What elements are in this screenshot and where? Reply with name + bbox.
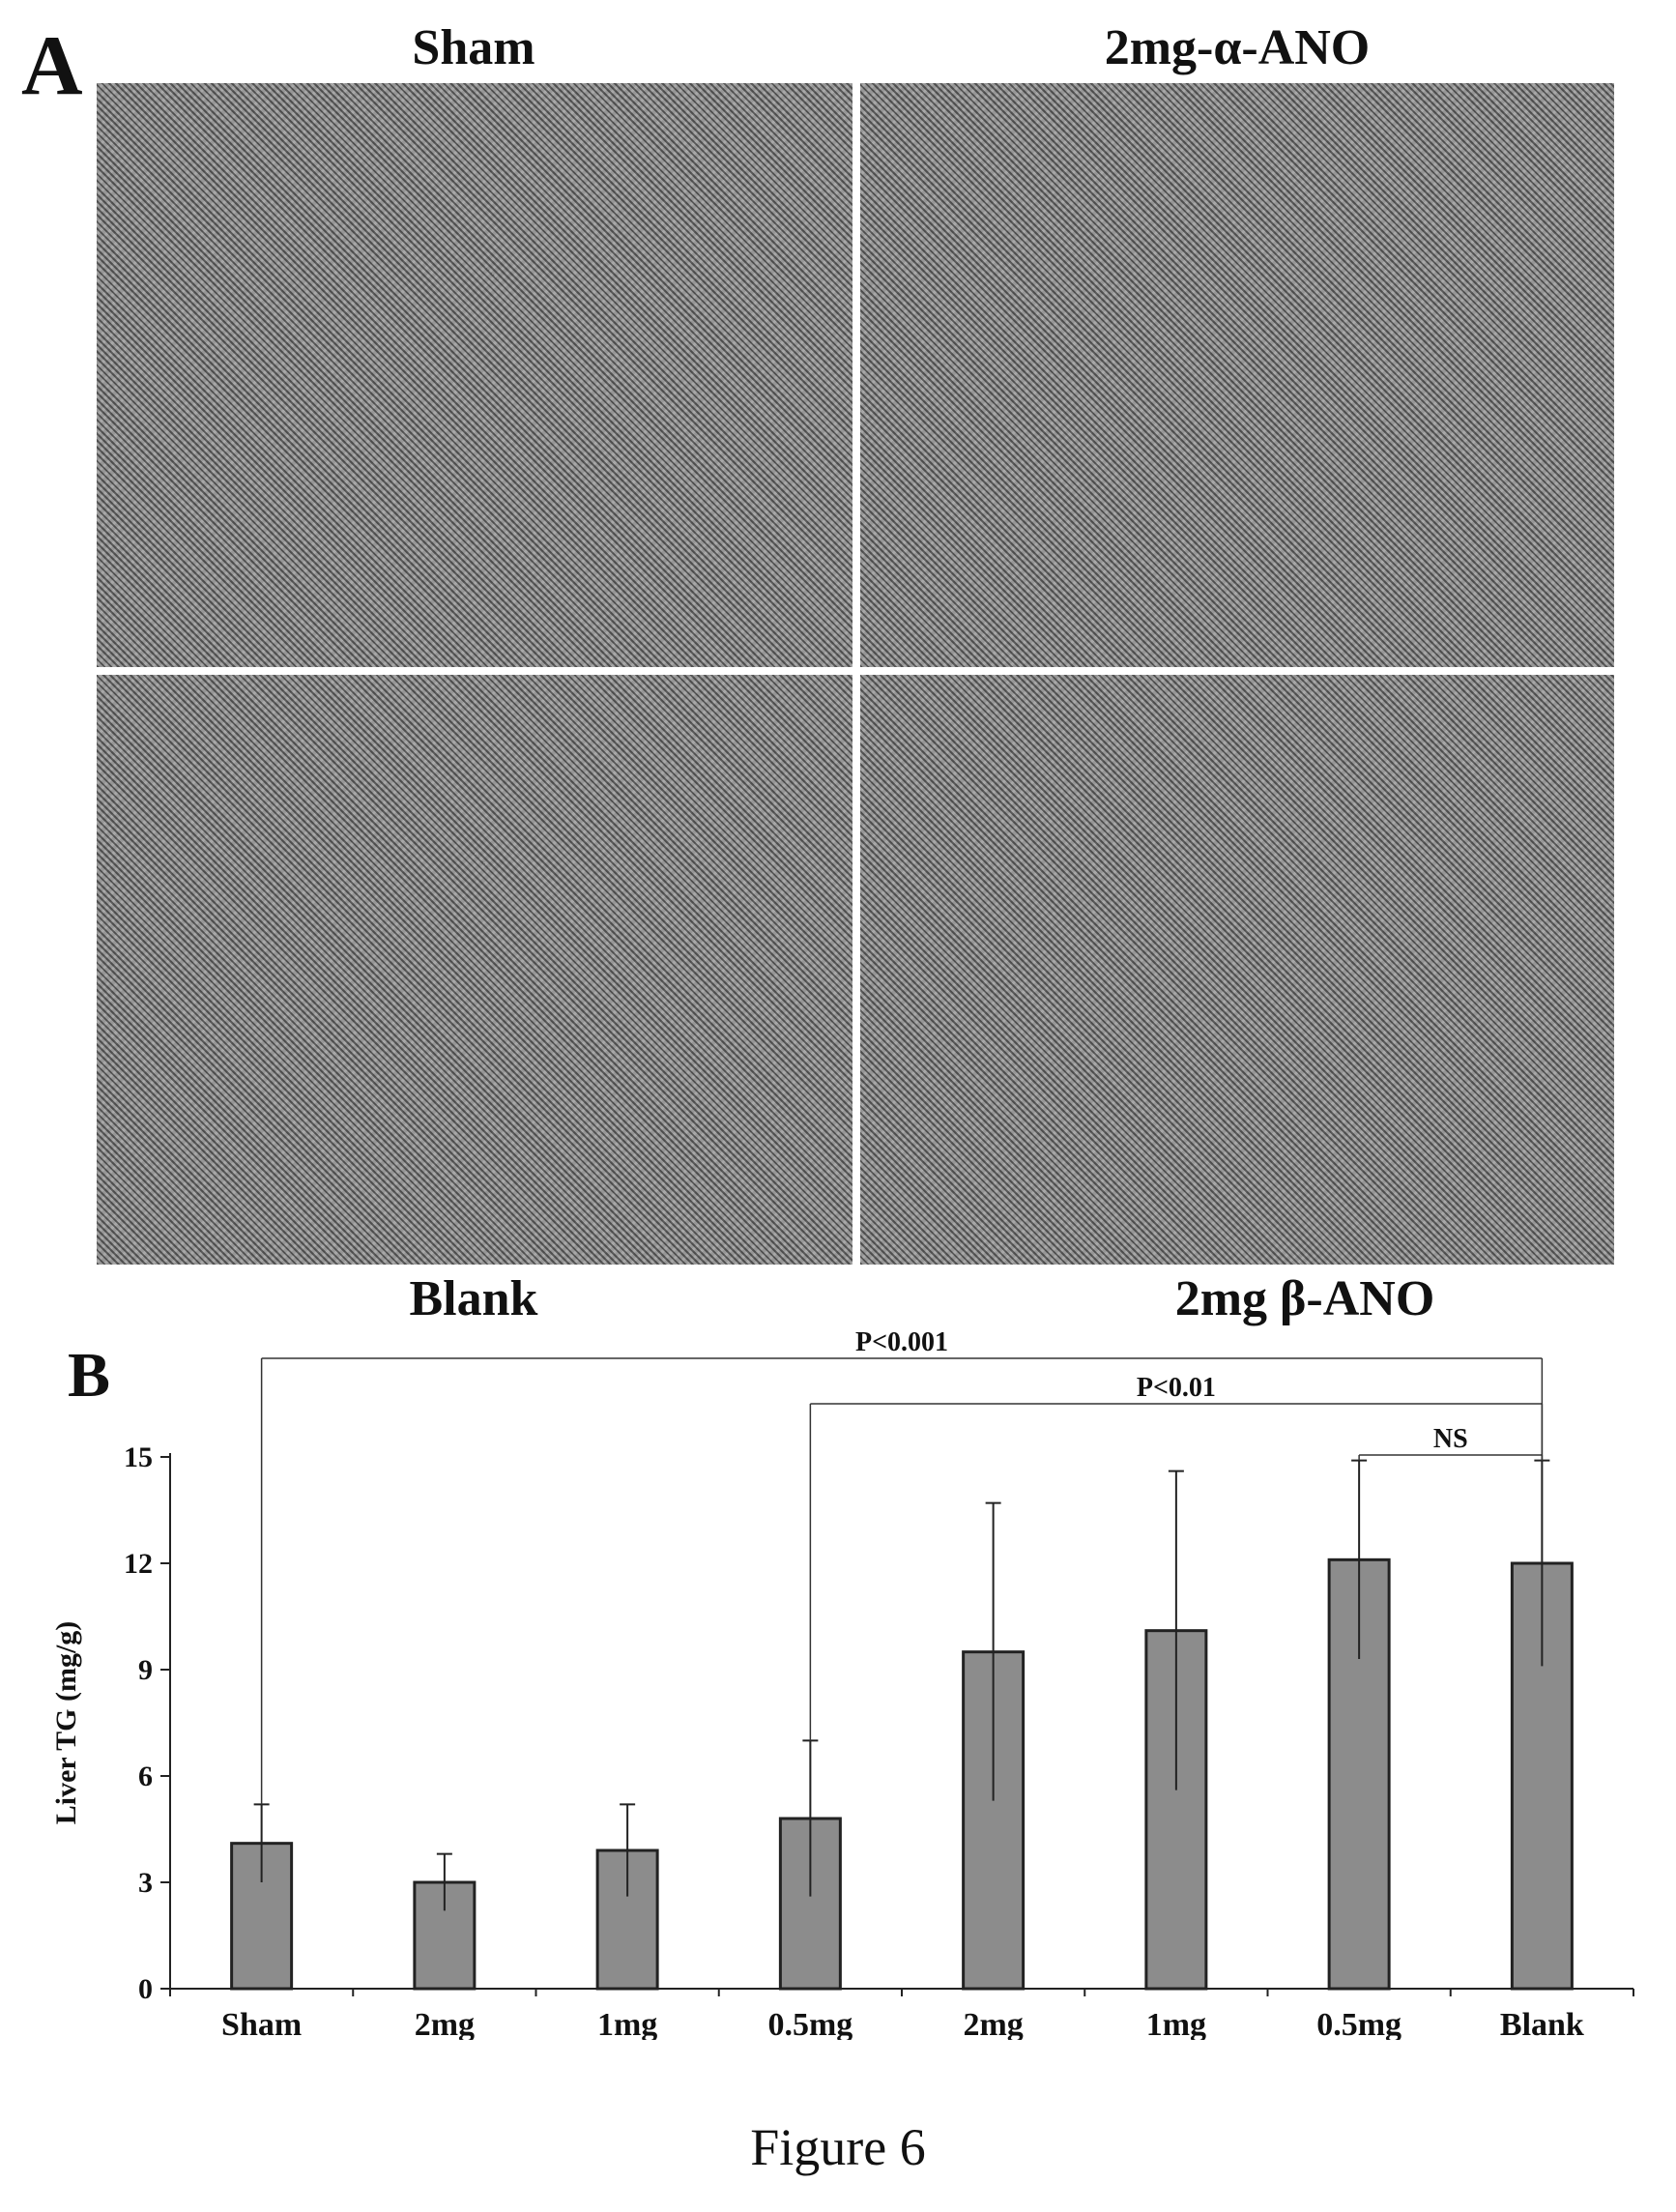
y-axis-label: Liver TG (mg/g) (50, 1621, 82, 1825)
image-label-2mg-alpha-ano: 2mg-α-ANO (1104, 20, 1371, 75)
micrograph-sham (97, 83, 852, 667)
x-tick-label: Sham (221, 2007, 302, 2040)
x-tick-label: 0.5mg (1316, 2007, 1401, 2040)
y-tick-label: 12 (124, 1548, 153, 1580)
x-tick-label: 2mg (415, 2007, 475, 2040)
x-tick-label: 1mg (597, 2007, 657, 2040)
x-tick-label: 0.5mg (767, 2007, 852, 2040)
x-tick-label: 2mg (963, 2007, 1023, 2040)
image-label-2mg-beta-ano: 2mg β-ANO (1174, 1271, 1435, 1326)
y-tick-label: 3 (138, 1867, 153, 1899)
image-label-sham: Sham (412, 20, 535, 75)
significance-label: P<0.01 (1137, 1373, 1216, 1403)
significance-label: NS (1433, 1424, 1468, 1454)
y-tick-label: 9 (138, 1654, 153, 1686)
micrograph-2mg-beta-ano (860, 675, 1614, 1265)
y-tick-label: 6 (138, 1761, 153, 1792)
panel-a-letter: A (21, 19, 83, 113)
micrograph-blank (97, 675, 852, 1265)
y-tick-label: 0 (138, 1973, 153, 2005)
x-tick-label: Blank (1500, 2007, 1584, 2040)
panel-b-letter: B (68, 1340, 111, 1411)
y-tick-label: 15 (124, 1441, 153, 1473)
image-label-blank: Blank (409, 1271, 538, 1326)
figure-caption: Figure 6 (750, 2118, 926, 2176)
significance-label: P<0.001 (855, 1327, 948, 1357)
micrograph-2mg-alpha-ano (860, 83, 1614, 667)
x-tick-label: 1mg (1146, 2007, 1206, 2040)
